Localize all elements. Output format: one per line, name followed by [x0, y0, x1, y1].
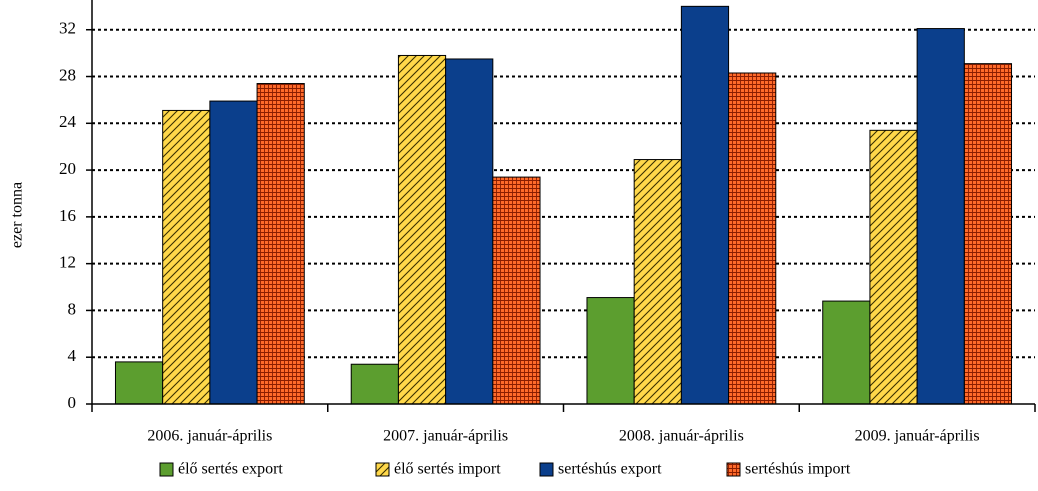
y-tick-label: 32 [59, 19, 76, 38]
legend-item: sertéshús export [539, 461, 662, 478]
legend-item: sertéshús import [726, 461, 851, 478]
y-axis-label: ezer tonna [9, 182, 26, 248]
x-tick-label: 2008. január-április [619, 428, 744, 445]
bar [209, 100, 258, 405]
bar [680, 5, 730, 405]
bar [869, 129, 918, 405]
y-tick-label: 12 [59, 253, 76, 272]
legend-swatch [726, 462, 741, 477]
x-tick-label: 2006. január-április [147, 428, 272, 445]
bar [633, 159, 682, 405]
legend-label: sertéshús export [558, 461, 662, 478]
legend-label: sertéshús import [745, 461, 851, 478]
y-tick-label: 20 [59, 159, 76, 178]
legend-label: élő sertés export [178, 461, 283, 478]
bar [916, 28, 965, 405]
legend-swatch [159, 462, 174, 477]
y-tick-label: 4 [68, 346, 77, 365]
bar [256, 83, 305, 405]
bar [586, 297, 635, 405]
legend-item: élő sertés import [375, 461, 501, 478]
y-tick-label: 24 [59, 112, 77, 131]
y-tick-label: 0 [68, 393, 77, 412]
bar [963, 63, 1013, 405]
bar [728, 72, 777, 405]
bar [350, 363, 399, 405]
legend-swatch [375, 462, 390, 477]
y-tick-label: 8 [68, 299, 77, 318]
bar [445, 58, 494, 405]
x-tick-label: 2007. január-április [383, 428, 508, 445]
bar [162, 109, 211, 405]
bar [397, 54, 447, 405]
legend-swatch [539, 462, 554, 477]
legend-item: élő sertés export [159, 461, 283, 478]
bar [114, 361, 164, 405]
bar [492, 176, 541, 405]
x-tick-label: 2009. január-április [855, 428, 980, 445]
y-tick-label: 16 [59, 206, 76, 225]
legend-label: élő sertés import [394, 461, 501, 478]
bar [822, 300, 871, 405]
y-tick-label: 28 [59, 65, 76, 84]
